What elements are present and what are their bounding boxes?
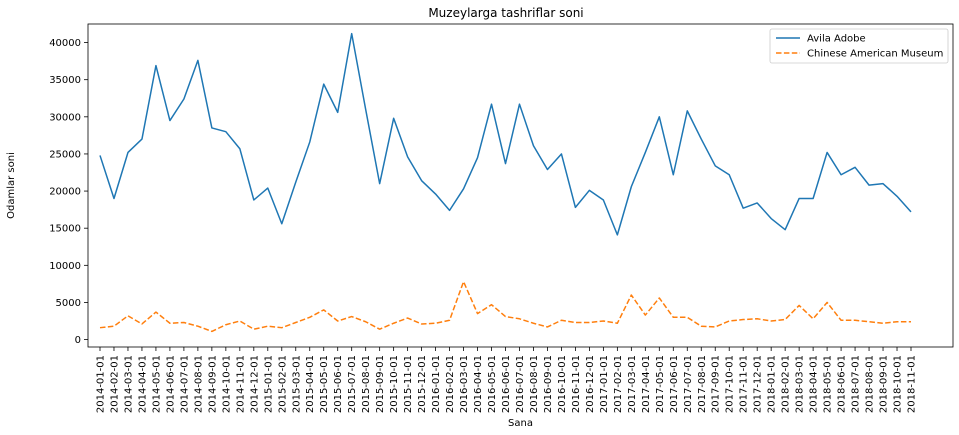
series-line-1	[99, 32, 912, 236]
x-tick-label: 2018-03-01	[795, 355, 806, 413]
x-tick-label: 2015-08-01	[361, 355, 372, 413]
x-axis: 2014-01-01 2014-02-01 2014-03-01 2014-04-01…	[96, 347, 918, 413]
x-tick-label: 2018-05-01	[823, 355, 834, 413]
y-tick-label: 40000	[49, 38, 81, 49]
x-tick-label: 2014-03-01	[123, 355, 134, 413]
y-tick-label: 25000	[49, 149, 81, 160]
x-tick-label: 2017-03-01	[627, 355, 638, 413]
y-axis: 0 5000 10000 15000 20000 25000 30000 35000 40000	[49, 38, 88, 346]
y-tick-label: 15000	[49, 224, 81, 235]
y-tick-label: 5000	[56, 298, 81, 309]
x-tick-label: 2016-05-01	[487, 355, 498, 413]
x-tick-label: 2014-12-01	[249, 355, 260, 413]
y-tick-label: 0	[75, 335, 81, 346]
x-axis-label: Sana	[508, 418, 533, 429]
x-tick-label: 2014-02-01	[109, 355, 120, 413]
x-tick-label: 2017-06-01	[669, 355, 680, 413]
x-tick-label: 2017-05-01	[655, 355, 666, 413]
x-tick-label: 2016-02-01	[445, 355, 456, 413]
x-tick-label: 2015-02-01	[277, 355, 288, 413]
x-tick-label: 2014-01-01	[96, 355, 107, 413]
x-tick-label: 2015-09-01	[375, 355, 386, 413]
x-tick-label: 2017-10-01	[725, 355, 736, 413]
x-tick-label: 2015-07-01	[347, 355, 358, 413]
x-tick-label: 2018-09-01	[879, 355, 890, 413]
legend-box	[769, 28, 949, 64]
x-tick-label: 2016-06-01	[501, 355, 512, 413]
y-tick-label: 35000	[49, 75, 81, 86]
y-tick-label: 20000	[49, 187, 81, 198]
x-tick-label: 2014-11-01	[235, 355, 246, 413]
x-tick-label: 2018-10-01	[893, 355, 904, 413]
x-tick-label: 2014-05-01	[151, 355, 162, 413]
x-tick-label: 2016-10-01	[557, 355, 568, 413]
x-tick-label: 2018-04-01	[809, 355, 820, 413]
legend-label-2: Chinese American Museum	[807, 49, 943, 60]
series-lines	[99, 32, 912, 333]
series-line-2	[99, 280, 911, 333]
y-tick-label: 10000	[49, 261, 81, 272]
x-tick-label: 2018-11-01	[907, 355, 918, 413]
y-tick-label: 30000	[49, 112, 81, 123]
x-tick-label: 2018-06-01	[837, 355, 848, 413]
x-tick-label: 2014-09-01	[207, 355, 218, 413]
x-tick-label: 2016-07-01	[515, 355, 526, 413]
x-tick-label: 2015-11-01	[403, 355, 414, 413]
x-tick-label: 2016-01-01	[431, 355, 442, 413]
x-tick-label: 2016-12-01	[585, 355, 596, 413]
x-tick-label: 2016-11-01	[571, 355, 582, 413]
x-tick-label: 2015-05-01	[319, 355, 330, 413]
x-tick-label: 2018-07-01	[851, 355, 862, 413]
x-tick-label: 2017-09-01	[711, 355, 722, 413]
x-tick-label: 2014-10-01	[221, 355, 232, 413]
x-tick-label: 2017-08-01	[697, 355, 708, 413]
x-tick-label: 2016-09-01	[543, 355, 554, 413]
x-tick-label: 2017-04-01	[641, 355, 652, 413]
x-tick-label: 2018-01-01	[767, 355, 778, 413]
plot-area-frame	[87, 23, 954, 348]
x-tick-label: 2017-02-01	[613, 355, 624, 413]
x-tick-label: 2014-04-01	[137, 355, 148, 413]
y-axis-label: Odamlar soni	[6, 152, 17, 219]
x-tick-label: 2015-10-01	[389, 355, 400, 413]
x-tick-label: 2016-04-01	[473, 355, 484, 413]
x-tick-label: 2017-01-01	[599, 355, 610, 413]
x-tick-label: 2015-06-01	[333, 355, 344, 413]
x-tick-label: 2014-06-01	[165, 355, 176, 413]
x-tick-label: 2014-07-01	[179, 355, 190, 413]
legend: Avila Adobe Chinese American Museum	[769, 28, 949, 64]
x-tick-label: 2015-04-01	[305, 355, 316, 413]
chart-title: Muzeylarga tashriflar soni	[428, 6, 583, 20]
x-tick-label: 2017-11-01	[739, 355, 750, 413]
x-tick-label: 2017-07-01	[683, 355, 694, 413]
x-tick-label: 2015-03-01	[291, 355, 302, 413]
x-tick-label: 2018-02-01	[781, 355, 792, 413]
x-tick-label: 2015-12-01	[417, 355, 428, 413]
legend-label-1: Avila Adobe	[807, 34, 866, 45]
x-tick-label: 2016-03-01	[459, 355, 470, 413]
x-tick-label: 2014-08-01	[193, 355, 204, 413]
x-tick-label: 2017-12-01	[753, 355, 764, 413]
x-tick-label: 2016-08-01	[529, 355, 540, 413]
x-tick-label: 2015-01-01	[263, 355, 274, 413]
x-tick-label: 2018-08-01	[865, 355, 876, 413]
